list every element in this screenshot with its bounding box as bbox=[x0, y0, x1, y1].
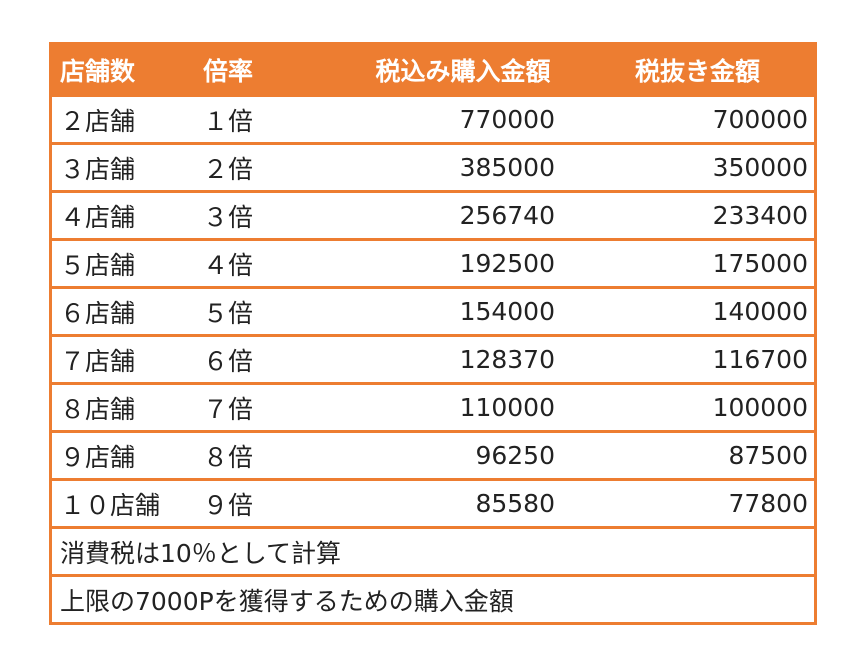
limit-note-row: 上限の7000Pを獲得するための購入金額 bbox=[52, 574, 814, 622]
purchase-amount-table: 店舗数 倍率 税込み購入金額 税抜き金額 ２店舗 １倍 770000 70000… bbox=[49, 42, 817, 625]
multiplier-cell: ９倍 bbox=[203, 490, 254, 520]
tax-included-cell: 385000 bbox=[459, 153, 555, 182]
header-stores: 店舗数 bbox=[60, 56, 136, 86]
tax-included-cell: 110000 bbox=[459, 393, 555, 422]
tax-note-row: 消費税は10％として計算 bbox=[52, 526, 814, 574]
multiplier-cell: ４倍 bbox=[203, 250, 254, 280]
tax-excluded-cell: 116700 bbox=[712, 345, 808, 374]
tax-included-cell: 96250 bbox=[475, 441, 555, 470]
header-tax-excluded: 税抜き金額 bbox=[634, 56, 760, 86]
multiplier-cell: ２倍 bbox=[203, 154, 254, 184]
stores-cell: ２店舗 bbox=[60, 106, 136, 136]
multiplier-cell: ８倍 bbox=[203, 442, 254, 472]
multiplier-cell: １倍 bbox=[203, 106, 254, 136]
table-row: ３店舗 ２倍 385000 350000 bbox=[52, 142, 814, 190]
table-row: ９店舗 ８倍 96250 87500 bbox=[52, 430, 814, 478]
multiplier-cell: ７倍 bbox=[203, 394, 254, 424]
table-header-row: 店舗数 倍率 税込み購入金額 税抜き金額 bbox=[52, 45, 814, 94]
stores-cell: ４店舗 bbox=[60, 202, 136, 232]
multiplier-cell: ３倍 bbox=[203, 202, 254, 232]
table-row: １０店舗 ９倍 85580 77800 bbox=[52, 478, 814, 526]
tax-included-cell: 192500 bbox=[459, 249, 555, 278]
tax-note: 消費税は10％として計算 bbox=[60, 538, 342, 568]
stores-cell: ５店舗 bbox=[60, 250, 136, 280]
tax-included-cell: 154000 bbox=[459, 297, 555, 326]
stores-cell: ６店舗 bbox=[60, 298, 136, 328]
tax-excluded-cell: 700000 bbox=[712, 105, 808, 134]
tax-included-cell: 85580 bbox=[475, 489, 555, 518]
tax-included-cell: 128370 bbox=[459, 345, 555, 374]
table-row: ４店舗 ３倍 256740 233400 bbox=[52, 190, 814, 238]
tax-excluded-cell: 77800 bbox=[728, 489, 808, 518]
table-row: ８店舗 ７倍 110000 100000 bbox=[52, 382, 814, 430]
limit-note: 上限の7000Pを獲得するための購入金額 bbox=[60, 586, 514, 616]
stores-cell: ７店舗 bbox=[60, 346, 136, 376]
table-row: ２店舗 １倍 770000 700000 bbox=[52, 94, 814, 142]
tax-excluded-cell: 87500 bbox=[728, 441, 808, 470]
tax-included-cell: 256740 bbox=[459, 201, 555, 230]
tax-excluded-cell: 140000 bbox=[712, 297, 808, 326]
table-row: ７店舗 ６倍 128370 116700 bbox=[52, 334, 814, 382]
tax-excluded-cell: 233400 bbox=[712, 201, 808, 230]
stores-cell: ８店舗 bbox=[60, 394, 136, 424]
header-multiplier: 倍率 bbox=[203, 56, 254, 86]
tax-included-cell: 770000 bbox=[459, 105, 555, 134]
tax-excluded-cell: 100000 bbox=[712, 393, 808, 422]
stores-cell: ３店舗 bbox=[60, 154, 136, 184]
header-tax-included: 税込み購入金額 bbox=[375, 56, 551, 86]
table-row: ６店舗 ５倍 154000 140000 bbox=[52, 286, 814, 334]
multiplier-cell: ５倍 bbox=[203, 298, 254, 328]
stores-cell: ９店舗 bbox=[60, 442, 136, 472]
tax-excluded-cell: 175000 bbox=[712, 249, 808, 278]
tax-excluded-cell: 350000 bbox=[712, 153, 808, 182]
table-row: ５店舗 ４倍 192500 175000 bbox=[52, 238, 814, 286]
multiplier-cell: ６倍 bbox=[203, 346, 254, 376]
stores-cell: １０店舗 bbox=[60, 490, 161, 520]
